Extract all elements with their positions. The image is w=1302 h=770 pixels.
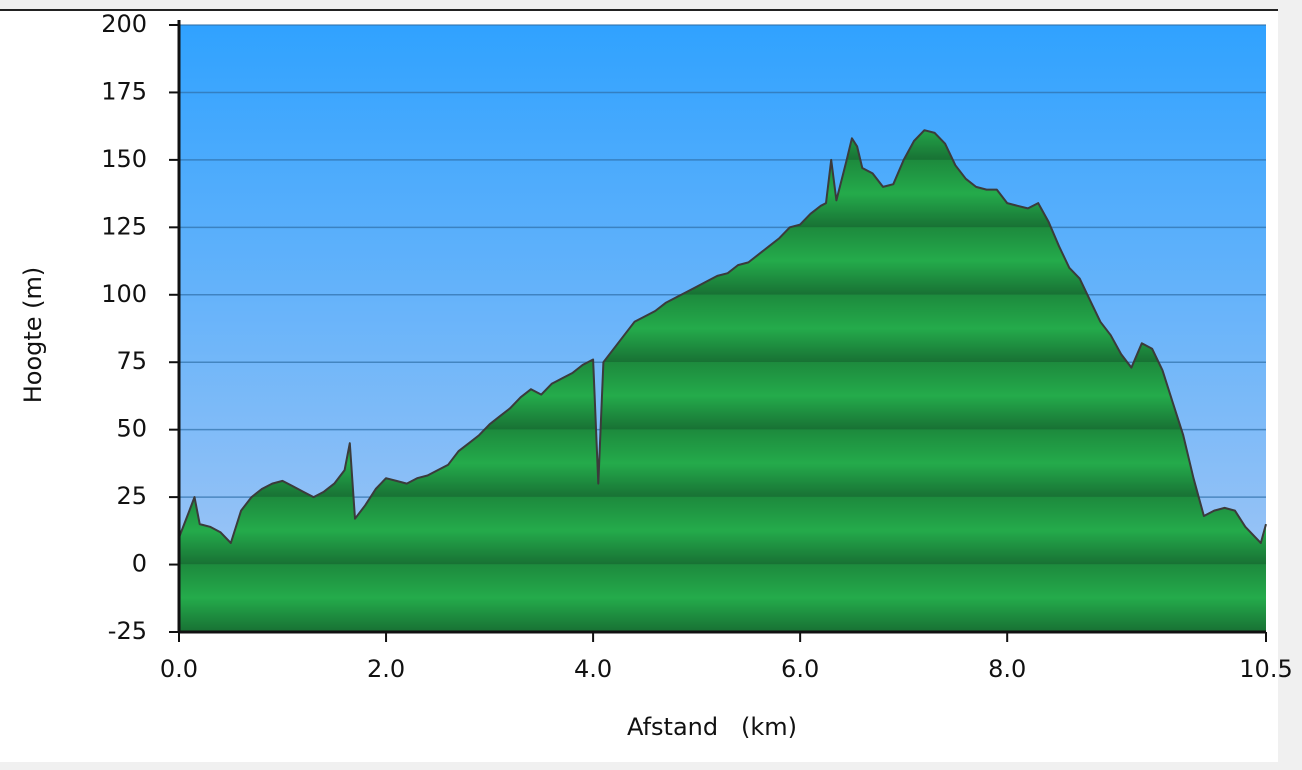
y-tick-label: 25 bbox=[116, 482, 147, 510]
y-tick-label: 200 bbox=[101, 10, 147, 38]
area-group bbox=[178, 129, 1267, 632]
x-tick-label: 4.0 bbox=[574, 655, 612, 683]
area bbox=[179, 130, 1266, 632]
y-tick-label: 50 bbox=[116, 415, 147, 443]
y-tick-label: 150 bbox=[101, 145, 147, 173]
x-tick-label: 2.0 bbox=[367, 655, 405, 683]
y-axis-label: Hoogte (m) bbox=[19, 267, 47, 404]
x-tick-label: 6.0 bbox=[781, 655, 819, 683]
y-tick-label: 75 bbox=[116, 347, 147, 375]
y-tick-label: 100 bbox=[101, 280, 147, 308]
y-tick-label: 175 bbox=[101, 77, 147, 105]
y-tick-label: 0 bbox=[132, 550, 147, 578]
line bbox=[178, 129, 1267, 544]
axes: -25 0 25 50 75 100 125 150 175 200 0.0 2.0 4.0 6.0 8.0… bbox=[101, 10, 1293, 683]
y-tick-label: 125 bbox=[101, 212, 147, 240]
y-tick-label: -25 bbox=[108, 617, 147, 645]
x-tick-label: 10.5 bbox=[1239, 655, 1292, 683]
x-axis-label: Afstand (km) bbox=[627, 713, 797, 741]
x-tick-label: 8.0 bbox=[988, 655, 1026, 683]
x-tick-label: 0.0 bbox=[160, 655, 198, 683]
